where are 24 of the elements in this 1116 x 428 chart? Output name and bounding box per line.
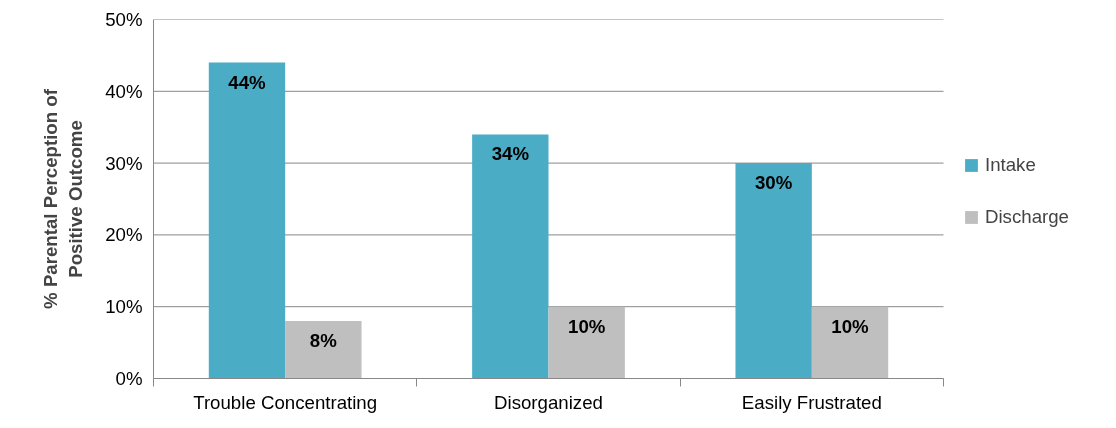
- y-tick-label: 40%: [105, 80, 143, 102]
- x-tick-label: Disorganized: [494, 391, 603, 413]
- data-label: 30%: [754, 172, 793, 194]
- y-axis-title: % Parental Perception of Positive Outcome: [39, 88, 87, 309]
- bar: [208, 62, 286, 379]
- data-label: 10%: [831, 315, 870, 337]
- data-label: 44%: [228, 71, 267, 93]
- data-label: 34%: [491, 143, 530, 165]
- bar: [285, 321, 362, 379]
- data-label: 10%: [568, 315, 606, 337]
- y-tick-label: 50%: [105, 9, 143, 30]
- bar: [811, 306, 889, 379]
- y-tick-label: 20%: [105, 224, 143, 246]
- bar: [472, 134, 549, 379]
- y-tick-label: 0%: [115, 368, 143, 389]
- bar: [735, 163, 812, 379]
- legend-label: Discharge: [985, 206, 1069, 228]
- data-label: 8%: [309, 330, 338, 352]
- x-tick-label: Trouble Concentrating: [193, 391, 378, 413]
- legend-label: Intake: [985, 154, 1036, 176]
- bar: [548, 306, 625, 379]
- y-tick-label: 10%: [105, 296, 143, 318]
- y-tick-label: 30%: [105, 152, 143, 174]
- x-tick-label: Easily Frustrated: [741, 391, 882, 413]
